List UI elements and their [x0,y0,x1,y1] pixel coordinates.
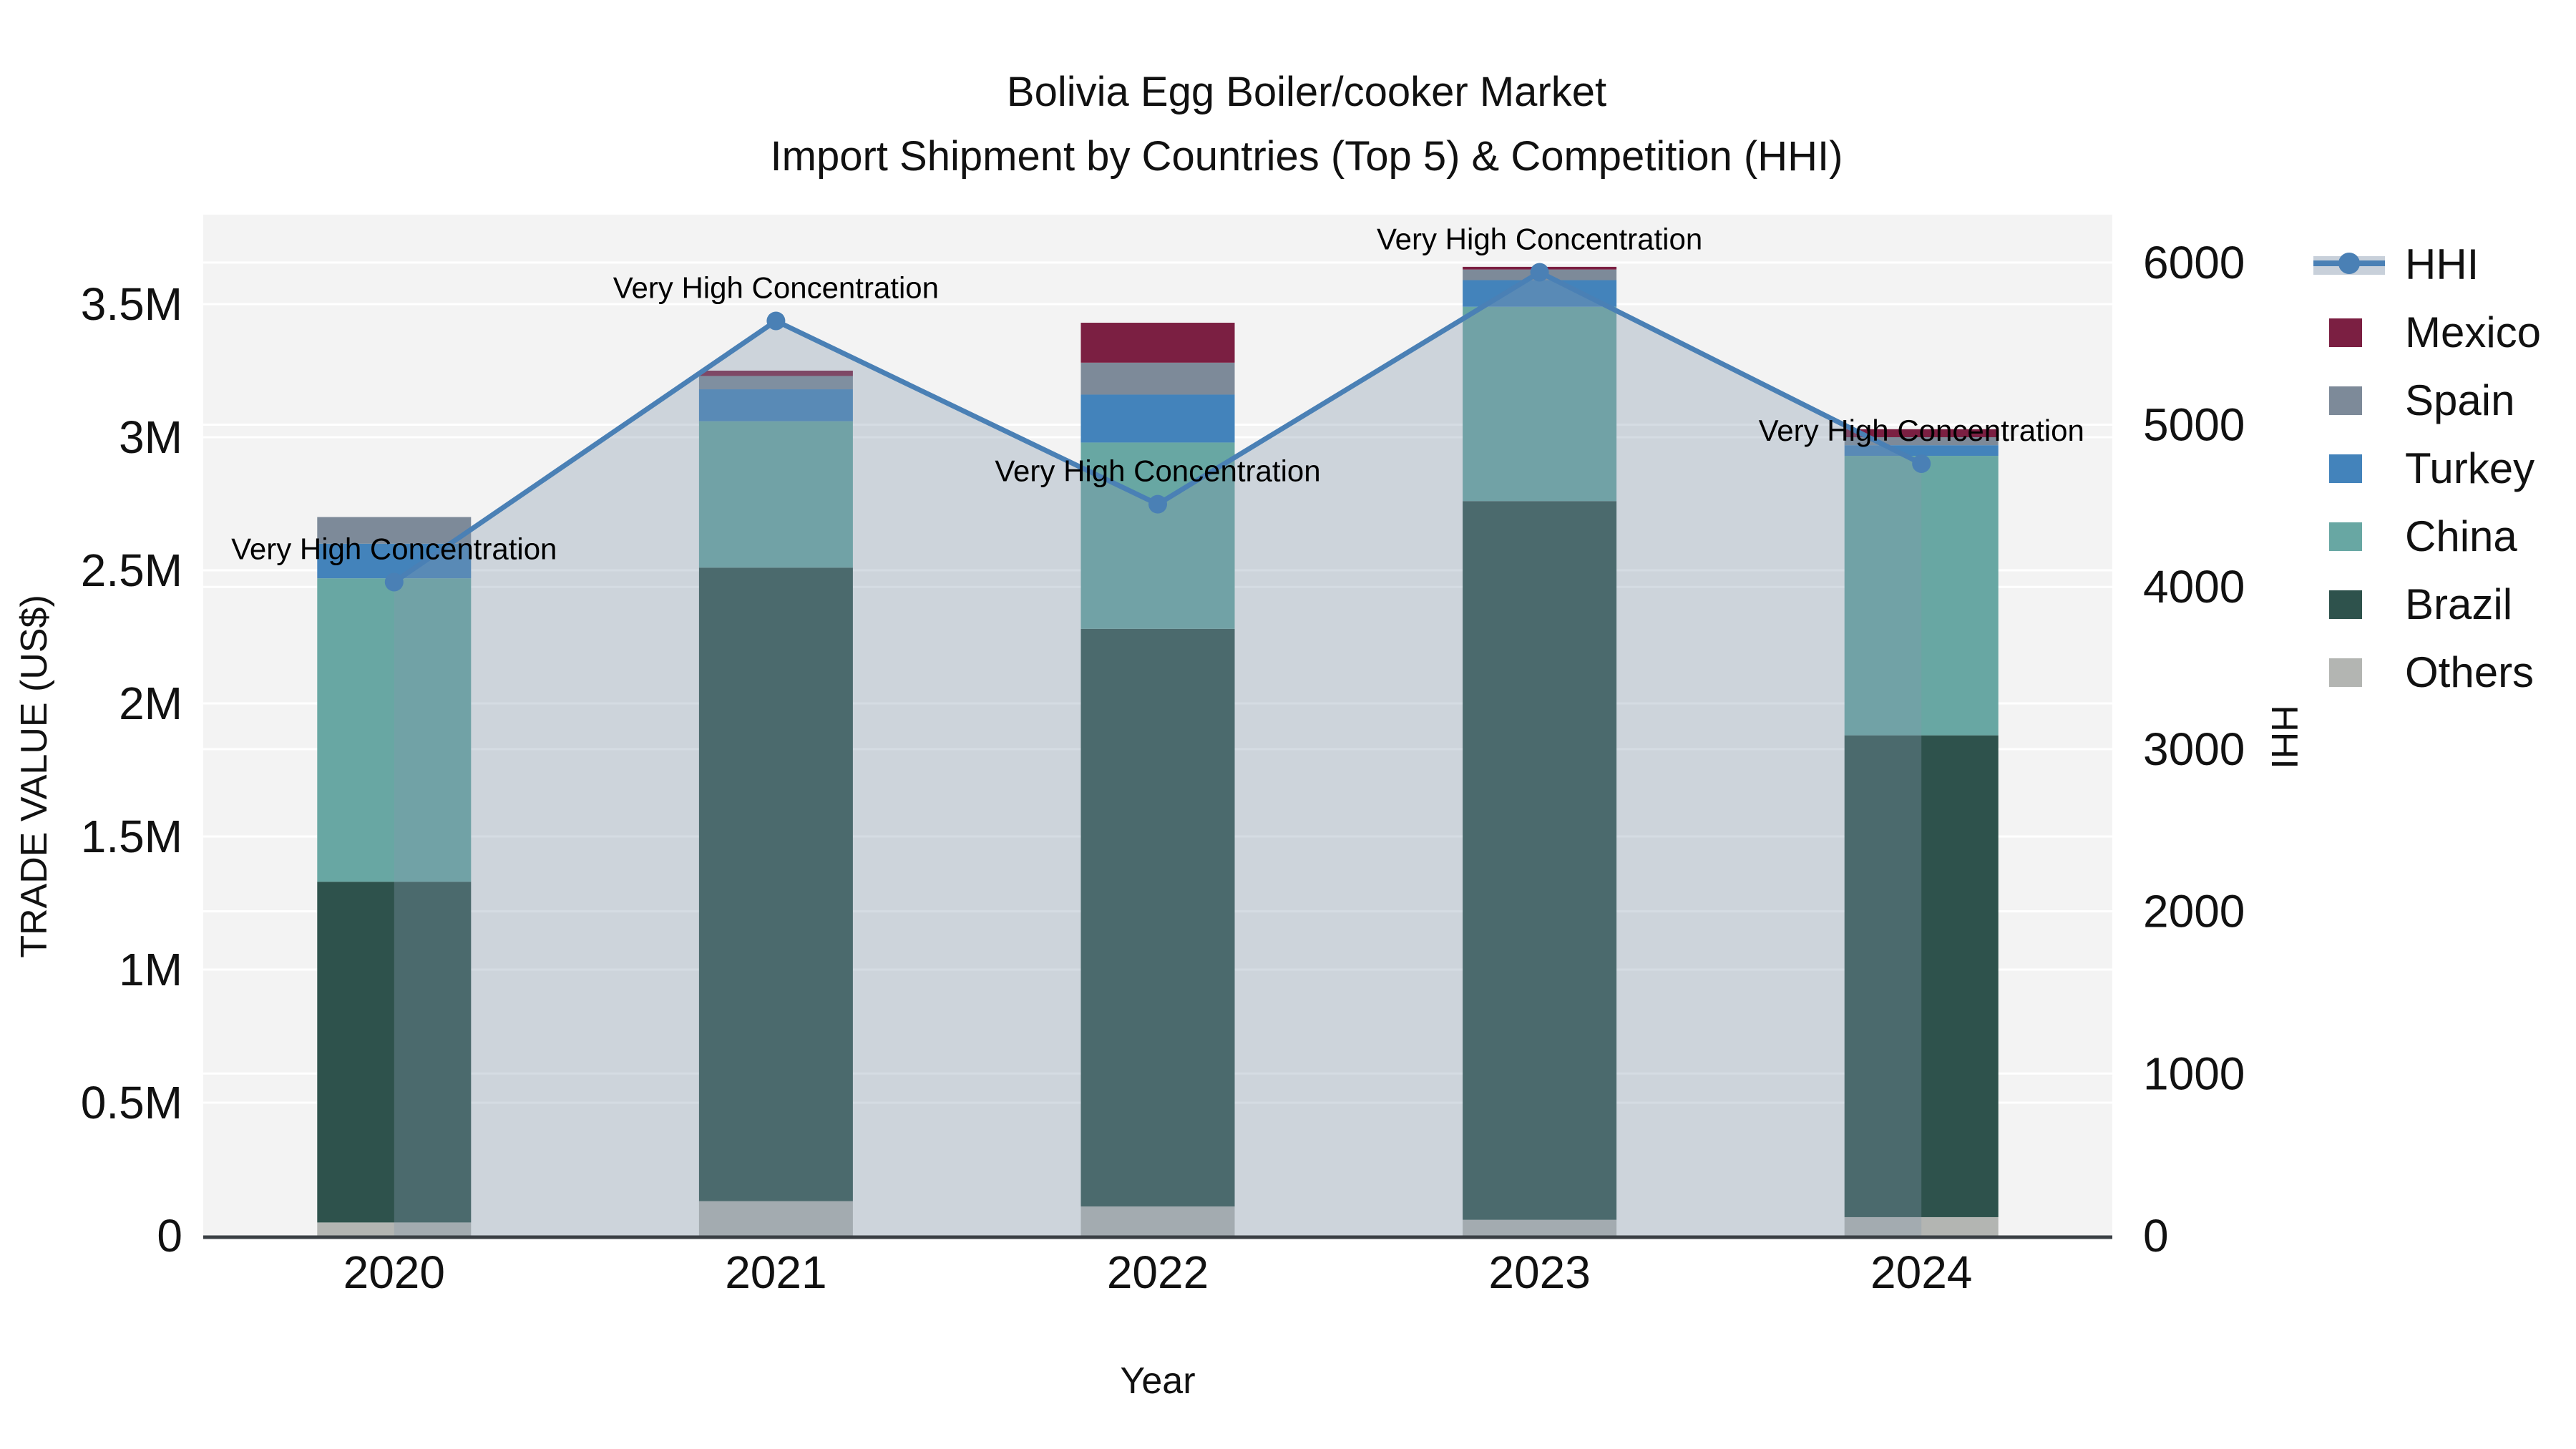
y-tick-left: 1M [119,944,182,995]
x-tick: 2024 [1870,1246,1972,1298]
annotation-2023: Very High Concentration [1377,222,1702,255]
y-tick-right: 1000 [2143,1048,2245,1099]
bar-segment-mexico-2021 [698,370,853,376]
legend-label: Others [2405,648,2534,696]
bar-segment-others-2024 [1844,1216,1999,1236]
legend-swatch-icon [2313,590,2392,619]
y-tick-left: 3.5M [81,278,182,330]
bar-segment-others-2022 [1080,1206,1235,1236]
legend-label: Turkey [2405,444,2535,492]
hhi-marker-2020 [384,572,404,592]
legend-item-china[interactable]: China [2313,502,2541,570]
bar-segment-others-2021 [698,1201,853,1236]
legend-item-others[interactable]: Others [2313,638,2541,706]
legend-item-brazil[interactable]: Brazil [2313,570,2541,638]
y-tick-left: 2.5M [81,545,182,596]
legend-swatch-icon [2313,658,2392,687]
legend-label: Brazil [2405,580,2513,628]
y-tick-left: 3M [119,411,182,463]
bar-segment-others-2023 [1463,1219,1617,1236]
chart-title: Bolivia Egg Boiler/cooker Market [1006,69,1607,115]
y-axis-title-right: HHI [2263,705,2305,769]
bar-segment-spain-2024 [1844,436,1999,446]
y-tick-right: 2000 [2143,886,2245,937]
legend-item-turkey[interactable]: Turkey [2313,434,2541,502]
bar-segment-turkey-2022 [1080,394,1235,443]
bar-segment-spain-2021 [698,376,853,390]
legend: HHI Mexico Spain Turkey China Brazil Others [2313,230,2541,706]
hhi-marker-2024 [1912,454,1931,473]
y-tick-right: 4000 [2143,561,2245,613]
hhi-marker-2022 [1148,494,1167,514]
bar-segment-brazil-2021 [698,567,853,1201]
legend-item-spain[interactable]: Spain [2313,366,2541,434]
bar-segment-others-2020 [317,1222,472,1236]
annotation-2021: Very High Concentration [613,270,939,304]
hhi-area-fill [394,272,1922,1236]
bar-segment-brazil-2023 [1463,501,1617,1220]
bar-segment-china-2021 [698,421,853,568]
y-tick-left: 2M [119,678,182,729]
hhi-line-icon [2313,250,2392,279]
bar-segment-china-2024 [1844,456,1999,736]
x-tick: 2023 [1488,1246,1590,1298]
y-tick-right: 5000 [2143,399,2245,451]
bar-segment-china-2020 [317,578,472,882]
bar-segment-spain-2022 [1080,362,1235,395]
annotation-2020: Very High Concentration [231,532,557,565]
bar-segment-mexico-2022 [1080,323,1235,363]
bar-segment-brazil-2020 [317,882,472,1223]
y-tick-right: 0 [2143,1210,2169,1262]
legend-swatch-icon [2313,386,2392,415]
y-tick-right: 6000 [2143,237,2245,288]
bar-segment-mexico-2024 [1844,429,1999,437]
bar-segment-turkey-2024 [1844,445,1999,457]
legend-item-mexico[interactable]: Mexico [2313,298,2541,366]
chart-title-block: Bolivia Egg Boiler/cooker Market Import … [771,60,1843,189]
y-tick-left: 0.5M [81,1077,182,1128]
y-tick-left: 1.5M [81,811,182,862]
x-tick: 2021 [725,1246,826,1298]
legend-swatch-icon [2313,522,2392,551]
bar-segment-china-2023 [1463,306,1617,502]
x-tick: 2020 [343,1246,445,1298]
legend-label: Mexico [2405,308,2542,356]
legend-label: China [2405,512,2517,560]
annotation-2024: Very High Concentration [1759,414,2084,447]
y-axis-title-left: TRADE VALUE (US$) [14,595,55,958]
bar-segment-spain-2020 [317,517,472,544]
y-tick-right: 3000 [2143,723,2245,775]
hhi-marker-2021 [766,311,786,331]
x-tick: 2022 [1107,1246,1209,1298]
bar-segment-turkey-2021 [698,389,853,421]
x-axis-title: Year [1120,1360,1196,1402]
bar-segment-brazil-2022 [1080,628,1235,1207]
legend-swatch-icon [2313,318,2392,347]
legend-item-hhi[interactable]: HHI [2313,230,2541,298]
y-tick-left: 0 [157,1210,182,1262]
chart-subtitle: Import Shipment by Countries (Top 5) & C… [770,132,1843,180]
legend-label: Spain [2405,376,2515,424]
annotation-2022: Very High Concentration [995,454,1320,488]
legend-label: HHI [2405,240,2479,288]
legend-swatch-icon [2313,454,2392,483]
bar-segment-brazil-2024 [1844,735,1999,1217]
hhi-marker-2023 [1530,263,1549,282]
